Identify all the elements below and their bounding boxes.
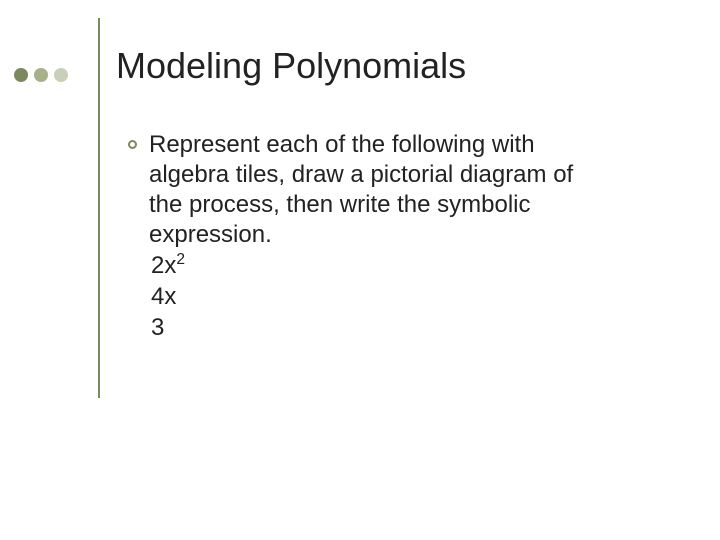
- decorative-dots: [14, 68, 68, 82]
- coef: 3: [151, 314, 164, 341]
- slide-body: Represent each of the following with alg…: [128, 130, 588, 344]
- coef: 4: [151, 283, 164, 310]
- var: x: [164, 283, 176, 310]
- bullet-text: Represent each of the following with alg…: [149, 130, 588, 250]
- expression-item: 2x2: [151, 250, 588, 281]
- slide-title: Modeling Polynomials: [116, 45, 466, 87]
- vertical-rule: [98, 18, 100, 398]
- expression-list: 2x2 4x 3: [151, 250, 588, 344]
- dot-3: [54, 68, 68, 82]
- dot-2: [34, 68, 48, 82]
- ring-bullet-icon: [128, 140, 137, 149]
- var: x: [164, 252, 176, 279]
- bullet-item: Represent each of the following with alg…: [128, 130, 588, 250]
- expression-item: 3: [151, 312, 588, 343]
- dot-1: [14, 68, 28, 82]
- exp: 2: [176, 251, 185, 268]
- slide: { "title": "Modeling Polynomials", "bull…: [0, 0, 720, 540]
- expression-item: 4x: [151, 281, 588, 312]
- coef: 2: [151, 252, 164, 279]
